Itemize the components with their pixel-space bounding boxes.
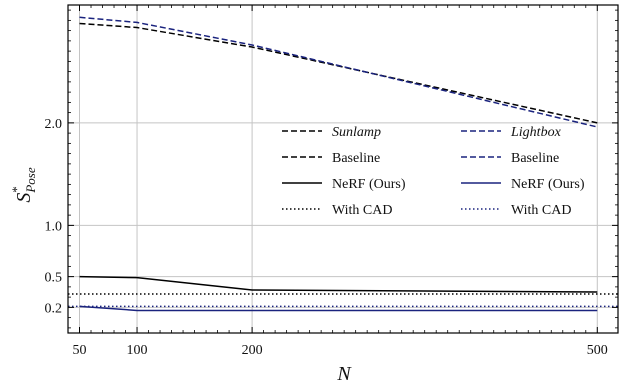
legend-label-lightbox-baseline: Baseline xyxy=(511,151,559,166)
y-axis-label-sub: Pose xyxy=(23,167,38,194)
x-tick-label: 200 xyxy=(242,343,263,358)
tick-labels: 50 100 200 500 0.2 0.5 1.0 2.0 xyxy=(45,117,608,358)
legend-column-lightbox: Lightbox Baseline NeRF (Ours) With CAD xyxy=(461,125,585,218)
x-axis-label: N xyxy=(336,363,352,385)
y-tick-label: 1.0 xyxy=(45,219,63,234)
y-axis-label: SPose* xyxy=(9,167,38,203)
legend-label-sunlamp-baseline: Baseline xyxy=(332,151,380,166)
series-lightbox-baseline xyxy=(79,16,598,128)
x-tick-label: 100 xyxy=(127,343,148,358)
with-cad-lines xyxy=(68,293,618,308)
legend-header-lightbox: Lightbox xyxy=(510,125,562,140)
plot-frame xyxy=(67,4,619,334)
legend-header-sunlamp: Sunlamp xyxy=(332,125,381,140)
axis-ticks xyxy=(67,5,618,333)
legend-label-sunlamp-nerf: NeRF (Ours) xyxy=(332,177,406,192)
y-tick-label: 0.5 xyxy=(45,271,63,286)
series-lines xyxy=(79,16,598,312)
x-tick-label: 500 xyxy=(587,343,608,358)
y-tick-label: 2.0 xyxy=(45,117,63,132)
svg-text:SPose*: SPose* xyxy=(9,167,38,203)
legend-label-sunlamp-cad: With CAD xyxy=(332,203,393,218)
series-sunlamp-baseline xyxy=(79,22,598,124)
legend-label-lightbox-cad: With CAD xyxy=(511,203,572,218)
y-axis-label-sup: * xyxy=(9,186,24,193)
legend: Sunlamp Baseline NeRF (Ours) With CAD Li… xyxy=(282,125,585,218)
legend-label-lightbox-nerf: NeRF (Ours) xyxy=(511,177,585,192)
x-tick-label: 50 xyxy=(73,343,87,358)
series-sunlamp-nerf-ours xyxy=(79,275,598,293)
grid xyxy=(68,5,618,333)
y-axis-label-base: S xyxy=(13,193,35,203)
series-lightbox-nerf-ours xyxy=(79,305,598,312)
y-tick-label: 0.2 xyxy=(45,301,63,316)
legend-column-sunlamp: Sunlamp Baseline NeRF (Ours) With CAD xyxy=(282,125,406,218)
